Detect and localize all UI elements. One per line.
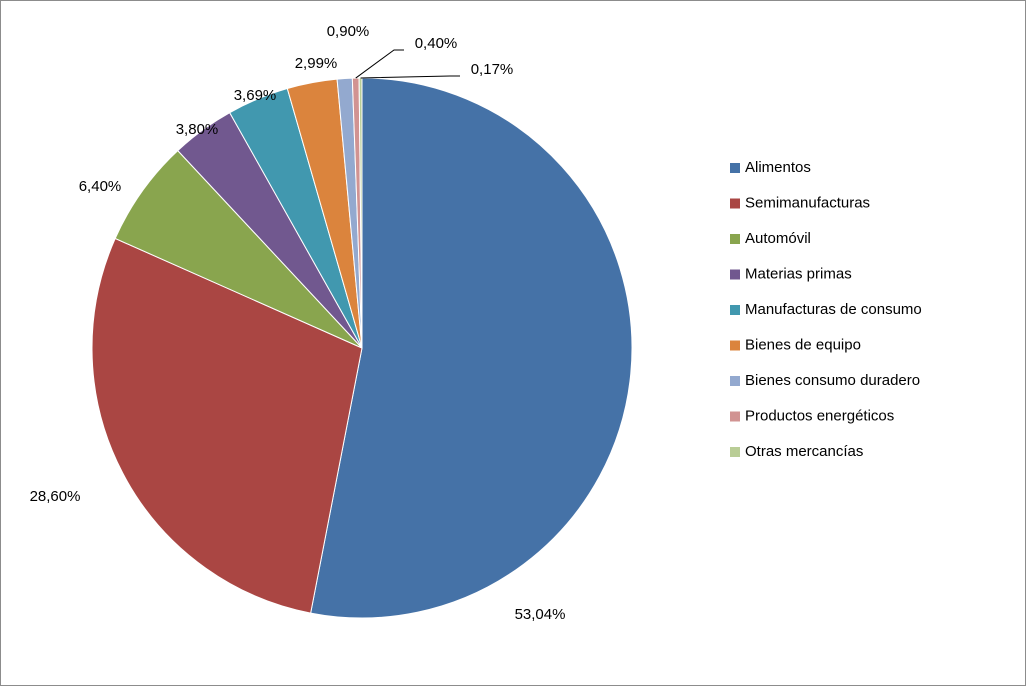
data-label: 3,80% [176, 121, 219, 138]
legend-swatch [730, 411, 740, 422]
legend-swatch [730, 447, 740, 457]
leader-line [360, 75, 460, 79]
legend-swatch [730, 340, 740, 351]
legend-swatch [730, 376, 740, 386]
legend-label: Semimanufacturas [745, 194, 870, 211]
data-label: 6,40% [79, 178, 122, 195]
data-label: 53,04% [515, 606, 566, 623]
leader-line [355, 49, 404, 79]
legend-label: Automóvil [745, 230, 811, 247]
legend-swatch [730, 269, 740, 280]
legend-swatch [730, 198, 740, 209]
legend-label: Alimentos [745, 159, 811, 176]
legend-swatch [730, 305, 740, 315]
legend-label: Bienes de equipo [745, 336, 861, 353]
data-label: 0,17% [471, 61, 514, 78]
legend-label: Productos energéticos [745, 407, 894, 424]
pie-slice [91, 237, 363, 614]
legend-label: Otras mercancías [745, 443, 863, 460]
legend-swatch [730, 234, 740, 244]
legend-label: Materias primas [745, 265, 852, 282]
data-label: 28,60% [30, 488, 81, 505]
legend-label: Bienes consumo duradero [745, 372, 920, 389]
data-label: 3,69% [234, 87, 277, 104]
data-label: 0,90% [327, 23, 370, 40]
data-label: 0,40% [415, 35, 458, 52]
pie-slice [310, 77, 633, 619]
legend-swatch [730, 163, 740, 173]
data-label: 2,99% [295, 55, 338, 72]
legend-label: Manufacturas de consumo [745, 301, 922, 318]
